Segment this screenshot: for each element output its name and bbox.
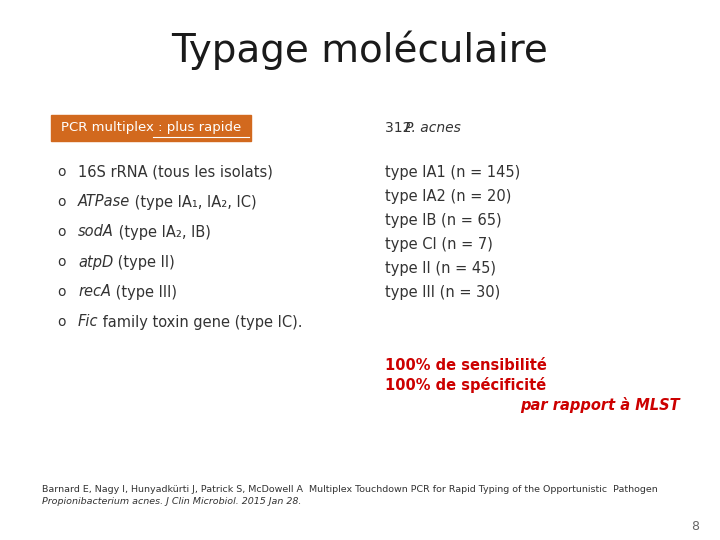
Text: Barnard E, Nagy I, Hunyadkürti J, Patrick S, McDowell A  Multiplex Touchdown PCR: Barnard E, Nagy I, Hunyadkürti J, Patric…	[42, 485, 658, 495]
Text: 100% de sensibilité: 100% de sensibilité	[385, 357, 547, 373]
FancyBboxPatch shape	[51, 115, 251, 141]
Text: 8: 8	[691, 519, 699, 532]
Text: PCR multiplex : plus rapide: PCR multiplex : plus rapide	[61, 122, 241, 134]
Text: o: o	[58, 255, 66, 269]
Text: type IA2 (n = 20): type IA2 (n = 20)	[385, 188, 511, 204]
Text: atpD: atpD	[78, 254, 113, 269]
Text: type IB (n = 65): type IB (n = 65)	[385, 213, 502, 227]
Text: par rapport à MLST: par rapport à MLST	[521, 397, 680, 413]
Text: Propionibacterium acnes. J Clin Microbiol. 2015 Jan 28.: Propionibacterium acnes. J Clin Microbio…	[42, 497, 302, 507]
Text: (type IA₁, IA₂, IC): (type IA₁, IA₂, IC)	[130, 194, 257, 210]
Text: type II (n = 45): type II (n = 45)	[385, 260, 496, 275]
Text: o: o	[58, 165, 66, 179]
Text: (type IA₂, IB): (type IA₂, IB)	[114, 225, 211, 240]
Text: type IA1 (n = 145): type IA1 (n = 145)	[385, 165, 521, 179]
Text: o: o	[58, 315, 66, 329]
Text: Fic: Fic	[78, 314, 99, 329]
Text: type III (n = 30): type III (n = 30)	[385, 285, 500, 300]
Text: 312: 312	[385, 121, 415, 135]
Text: (type II): (type II)	[113, 254, 175, 269]
Text: P. acnes: P. acnes	[405, 121, 461, 135]
Text: recA: recA	[78, 285, 111, 300]
Text: type CI (n = 7): type CI (n = 7)	[385, 237, 493, 252]
Text: o: o	[58, 285, 66, 299]
Text: (type III): (type III)	[111, 285, 177, 300]
Text: o: o	[58, 225, 66, 239]
Text: sodA: sodA	[78, 225, 114, 240]
Text: ATPase: ATPase	[78, 194, 130, 210]
Text: o: o	[58, 195, 66, 209]
Text: Typage moléculaire: Typage moléculaire	[171, 30, 549, 70]
Text: family toxin gene (type IC).: family toxin gene (type IC).	[99, 314, 303, 329]
Text: 16S rRNA (tous les isolats): 16S rRNA (tous les isolats)	[78, 165, 273, 179]
Text: 100% de spécificité: 100% de spécificité	[385, 377, 546, 393]
